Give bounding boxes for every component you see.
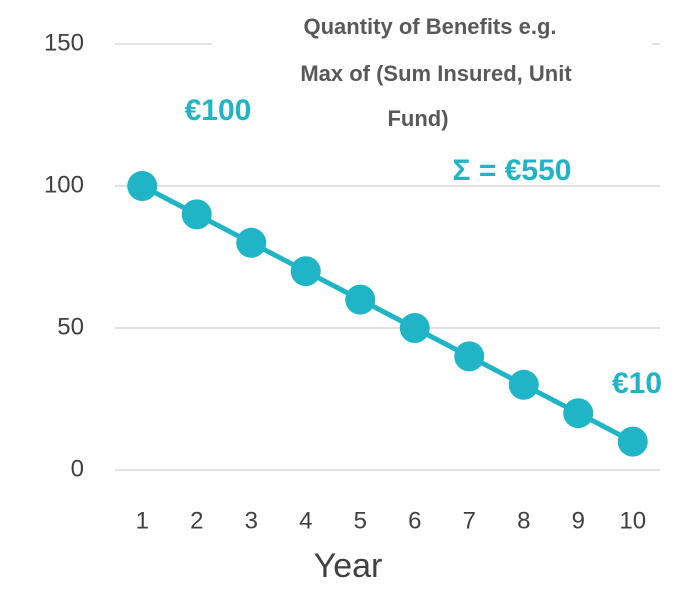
- y-tick-label: 150: [44, 29, 84, 56]
- x-tick-label: 1: [136, 507, 149, 534]
- data-point: [563, 398, 594, 429]
- x-tick-label: 8: [517, 507, 530, 534]
- data-point: [290, 256, 321, 287]
- data-point: [454, 341, 485, 372]
- x-tick-label: 9: [572, 507, 585, 534]
- y-tick-label: 0: [71, 455, 84, 482]
- chart-title: Quantity of Benefits e.g.: [303, 14, 556, 39]
- x-tick-label: 2: [190, 507, 203, 534]
- data-point: [181, 199, 212, 230]
- annotation: €10: [612, 367, 662, 400]
- x-tick-label: 6: [408, 507, 421, 534]
- title-background: [212, 8, 652, 138]
- x-tick-label: 5: [354, 507, 367, 534]
- x-tick-label: 4: [299, 507, 312, 534]
- data-point: [399, 313, 430, 343]
- series-line: [141, 183, 634, 444]
- y-tick-label: 50: [57, 313, 84, 340]
- data-point: [127, 171, 158, 201]
- x-tick-label: 7: [463, 507, 476, 534]
- annotation: €100: [185, 94, 252, 127]
- data-point: [345, 284, 376, 315]
- chart-title: Max of (Sum Insured, Unit: [300, 61, 572, 86]
- data-point: [236, 227, 267, 258]
- x-axis-label: Year: [314, 547, 383, 585]
- data-point: [617, 426, 648, 457]
- x-tick-label: 10: [619, 507, 646, 534]
- chart-title: Fund): [387, 106, 448, 131]
- data-point: [508, 369, 539, 400]
- y-tick-label: 100: [44, 171, 84, 198]
- x-tick-label: 3: [245, 507, 258, 534]
- annotation: Σ = €550: [453, 154, 572, 187]
